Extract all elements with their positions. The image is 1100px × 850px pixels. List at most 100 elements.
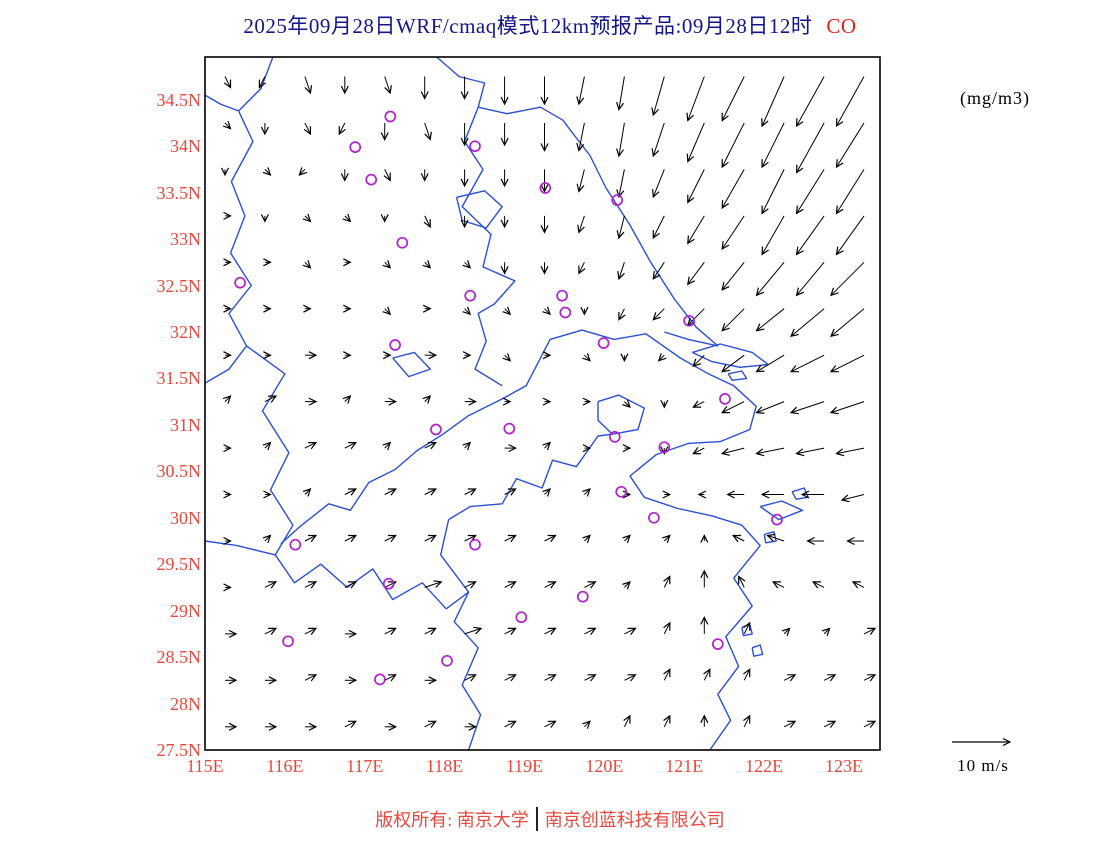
wind-vector [464,488,477,496]
map-boundary-line [763,531,777,544]
wind-vector [384,534,397,543]
wind-vector [829,354,865,373]
wind-vector [732,534,745,543]
wind-vector [464,674,477,682]
wind-vector [766,533,785,542]
wind-vector [424,720,437,728]
station-marker [597,337,610,349]
wind-vector [761,169,785,215]
wind-vector [686,308,705,327]
wind-vector [304,674,318,682]
wind-vector [304,627,318,636]
wind-vector [344,534,357,543]
wind-vector [811,581,825,589]
wind-vector [687,169,705,204]
wind-vector [783,720,797,728]
wind-vector [692,446,705,455]
wind-vector [738,575,746,588]
station-marker [289,538,302,551]
wind-vector [663,714,671,728]
map-boundary-line [392,351,431,378]
wind-vector [662,534,671,544]
station-marker [384,110,397,123]
map-boundary-line [204,94,239,112]
station-marker [469,538,481,551]
station-marker [349,141,362,153]
wind-vector [542,441,551,451]
wind-vector [835,447,865,457]
wind-vector [338,122,346,136]
wind-vector [383,169,391,182]
map-boundary-line [791,487,809,500]
wind-vector [617,262,625,281]
wind-vector [382,441,392,451]
wind-vector [584,581,597,589]
map-boundary-line [448,433,613,521]
wind-vector [761,215,785,256]
wind-vector [755,354,785,373]
wind-vector [721,261,745,291]
station-marker [559,306,572,319]
wind-vector [651,76,665,117]
wind-vector [464,626,483,635]
map-boundary-line [204,540,276,556]
wind-vector [743,714,751,728]
wind-vector [424,627,437,636]
wind-vector [504,581,517,589]
wind-vector [344,720,357,728]
wind-vector [544,534,557,543]
wind-vector [344,581,357,589]
wind-vector [544,581,557,589]
wind-vector [755,308,785,332]
wind-vector [755,261,785,297]
wind-vector [542,306,551,316]
wind-vector [502,306,512,316]
wind-vector [264,627,278,636]
wind-vector [222,120,232,130]
wind-vector [344,442,357,450]
map-boundary-line [727,370,748,381]
wind-vector [384,627,397,636]
wind-vector [840,494,865,503]
wind-vector [264,395,278,403]
wind-vector [652,215,665,240]
station-marker [389,339,401,351]
wind-vector [616,122,625,158]
wind-vector [584,674,597,682]
wind-vector [424,488,437,496]
map-boundary-line [436,56,719,347]
wind-vector [703,668,711,681]
wind-vector [721,169,745,210]
map-boundary-line [204,345,248,384]
wind-vector [342,395,352,404]
station-marker [556,289,568,302]
wind-vector [829,401,865,415]
wind-vector [616,215,625,240]
map-boundary-line [597,394,645,435]
wind-vector [657,353,667,362]
wind-vector [743,668,751,681]
title-main: 2025年09月28日WRF/cmaq模式12km预报产品:09月28日12时 [243,14,813,38]
wind-scale-label: 10 m/s [957,756,1009,775]
station-marker [539,182,552,194]
wind-vector [258,76,267,89]
station-marker [503,422,516,435]
wind-vector [344,488,357,496]
wind-vector [781,627,791,637]
map-boundary-line [461,106,516,387]
wind-vector [424,534,437,543]
station-marker [469,140,481,153]
wind-vector [721,76,745,122]
map-boundary-line [228,56,482,751]
wind-vector [382,306,392,316]
wind-vector [830,261,865,297]
wind-vector [464,534,477,543]
copyright-footer: 版权所有: 南京大学 南京创蓝科技有限公司 [0,806,1100,832]
wind-vector [422,395,432,404]
wind-vector [262,534,272,544]
wind-vector [663,621,671,635]
wind-vector [384,488,397,496]
wind-vector [652,308,665,321]
title-species: CO [826,14,857,38]
